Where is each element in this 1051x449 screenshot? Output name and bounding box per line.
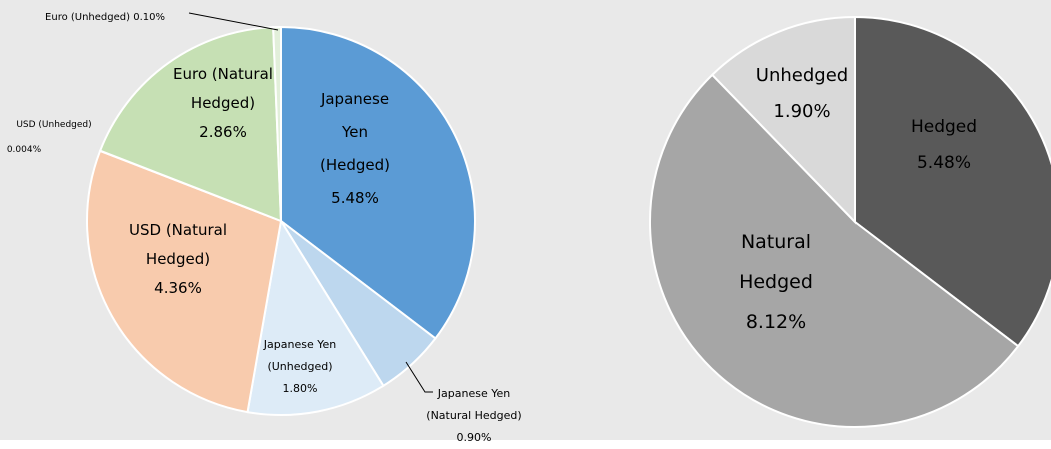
value-label: 5.48% [331, 189, 379, 207]
slice-usd-natural-hedged [86, 149, 283, 414]
label-usd-natural-hedged: USD (Natural Hedged) 4.36% [129, 221, 227, 297]
label-usd-unhedged: USD (Unhedged) 0.004% [7, 120, 92, 155]
label-japanese-yen-unhedged: Japanese Yen (Unhedged) 1.80% [263, 338, 336, 395]
category-label: Unhedged [756, 65, 848, 86]
category-label: Japanese [320, 90, 389, 108]
value-label: 4.36% [154, 279, 202, 297]
pie-chart-1: Japanese Yen (Hedged) 5.48% Japanese Yen (Nat… [7, 12, 522, 444]
category-label: Euro (Natural [173, 65, 273, 83]
value-label: 1.90% [773, 101, 830, 122]
label-japanese-yen-hedged: Japanese Yen (Hedged) 5.48% [320, 90, 390, 207]
value-label: 1.80% [283, 382, 318, 395]
slice-unhedged [710, 15, 856, 225]
value-label: 5.48% [917, 153, 971, 173]
category-label: (Hedged) [320, 156, 390, 174]
value-label: 0.004% [7, 145, 42, 155]
label-natural-hedged: Natural Hedged 8.12% [739, 231, 813, 333]
slice-euro-natural-hedged [98, 26, 283, 223]
label-euro-unhedged: Euro (Unhedged) 0.10% [45, 12, 279, 31]
label-hedged: Hedged 5.48% [911, 117, 977, 173]
category-label: Hedged) [146, 250, 210, 268]
category-label: Japanese Yen [263, 338, 336, 351]
category-label: Japanese Yen [437, 387, 510, 400]
label-japanese-yen-natural-hedged: Japanese Yen (Natural Hedged) 0.90% [405, 361, 522, 444]
slice-japanese-yen-hedged [280, 25, 476, 340]
slice-hedged [854, 15, 1051, 348]
label-unhedged: Unhedged 1.90% [756, 65, 848, 122]
slice-japanese-yen-unhedged [246, 218, 385, 416]
slice-natural-hedged [648, 73, 1020, 429]
data-label: Euro (Unhedged) 0.10% [45, 12, 165, 23]
category-label: Hedged [739, 271, 813, 293]
category-label: Natural [741, 231, 811, 253]
slice-euro-unhedged [272, 25, 282, 222]
value-label: 2.86% [199, 123, 247, 141]
leader-line [405, 361, 433, 393]
category-label: Hedged [911, 117, 977, 137]
category-label: Yen [341, 123, 368, 141]
category-label: Hedged) [191, 94, 255, 112]
value-label: 0.90% [457, 431, 492, 444]
category-label: USD (Natural [129, 221, 227, 239]
pie-chart-2: Hedged 5.48% Natural Hedged 8.12% Unhedged 1.9… [648, 15, 1051, 429]
category-label: (Natural Hedged) [426, 409, 521, 422]
leader-line [188, 12, 279, 31]
category-label: (Unhedged) [267, 360, 332, 373]
value-label: 8.12% [746, 311, 806, 333]
label-euro-natural-hedged: Euro (Natural Hedged) 2.86% [173, 65, 273, 141]
category-label: USD (Unhedged) [16, 120, 91, 130]
